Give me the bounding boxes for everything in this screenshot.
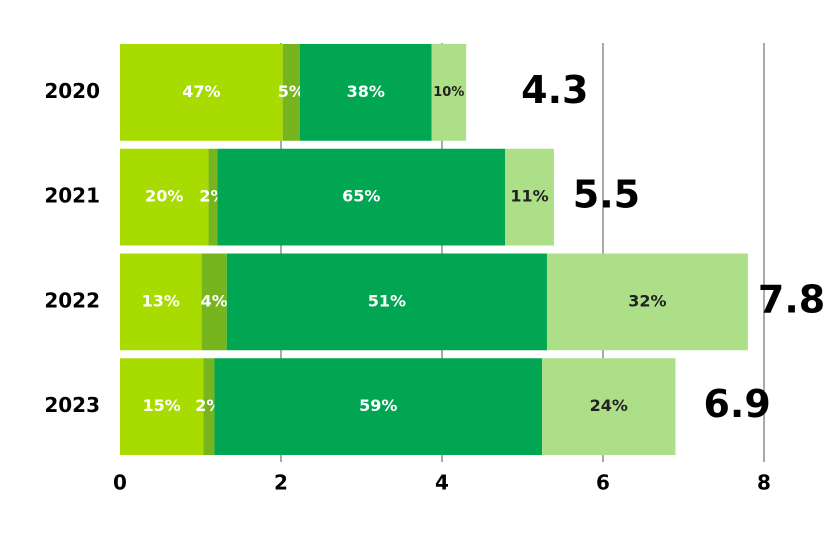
- y-tick-label: 2023: [44, 393, 100, 417]
- data-label: 13%: [142, 291, 180, 310]
- data-label: 15%: [143, 396, 181, 415]
- bar-segment: [120, 44, 283, 141]
- total-label: 6.9: [703, 382, 770, 426]
- y-tick-label: 2022: [44, 288, 100, 312]
- data-label: 4%: [201, 291, 228, 310]
- data-label: 11%: [510, 187, 548, 206]
- bar-segment: [226, 253, 547, 351]
- bar-segment: [120, 358, 204, 455]
- bar-segment: [203, 358, 215, 455]
- bar-segment: [282, 44, 300, 141]
- bar-segment: [546, 253, 748, 351]
- x-tick-label: 4: [435, 471, 449, 495]
- total-label: 5.5: [573, 173, 640, 217]
- x-tick-label: 8: [757, 471, 771, 495]
- total-label: 7.8: [758, 277, 825, 321]
- data-label: 20%: [145, 187, 183, 206]
- x-tick-label: 6: [596, 471, 610, 495]
- bar-segment: [214, 358, 543, 455]
- bar-segment: [505, 148, 554, 246]
- y-tick-label: 2020: [44, 79, 100, 103]
- bar-segment: [217, 148, 506, 246]
- data-label: 47%: [182, 82, 220, 101]
- x-tick-label: 0: [113, 471, 127, 495]
- x-tick-label: 2: [274, 471, 288, 495]
- bar-segment: [431, 44, 467, 141]
- bar-segment: [201, 253, 227, 351]
- total-label: 4.3: [521, 68, 588, 112]
- bar-segment: [120, 148, 209, 246]
- data-label: 59%: [359, 396, 397, 415]
- bar-segment: [120, 253, 202, 351]
- data-label: 24%: [590, 396, 628, 415]
- data-label: 5%: [278, 82, 305, 101]
- bar-segment: [542, 358, 676, 455]
- bar-segment: [299, 44, 432, 141]
- bar-segment: [208, 148, 218, 246]
- data-label: 51%: [368, 291, 406, 310]
- data-label: 32%: [628, 291, 666, 310]
- data-label: 10%: [433, 85, 464, 100]
- y-tick-label: 2021: [44, 184, 100, 208]
- data-label: 65%: [342, 187, 380, 206]
- data-label: 38%: [347, 82, 385, 101]
